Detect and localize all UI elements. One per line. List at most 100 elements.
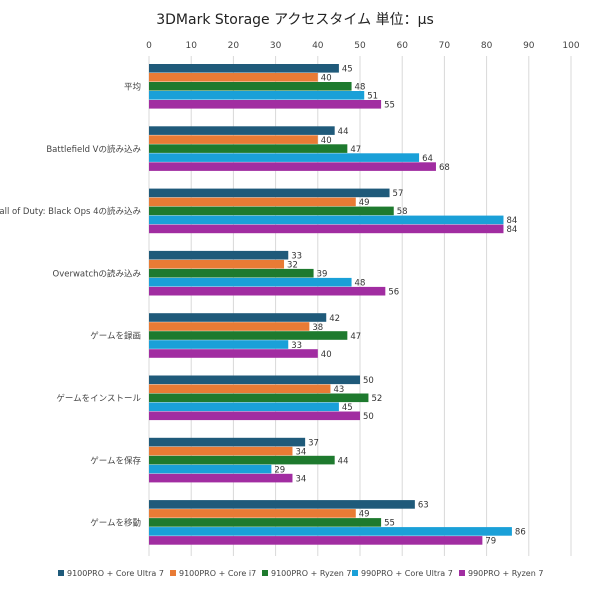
data-label: 68 [439, 163, 450, 173]
bar [149, 518, 382, 527]
legend-swatch [459, 570, 465, 576]
chart-title: 3DMark Storage アクセスタイム 単位：μs [156, 12, 434, 28]
bar [149, 536, 483, 545]
bar [149, 340, 289, 349]
data-label: 33 [291, 252, 302, 262]
category-labels: 平均 Battlefield Vの読み込み Call of Duty: Black … [0, 82, 141, 529]
bar [149, 464, 272, 474]
bar [149, 215, 504, 225]
bar [149, 250, 289, 260]
bar [149, 437, 306, 447]
x-tick-label: 70 [439, 41, 451, 51]
data-label: 40 [321, 350, 332, 360]
bar [149, 224, 504, 234]
data-label: 50 [363, 412, 374, 422]
x-tick-label: 100 [562, 41, 579, 51]
legend-swatch [262, 570, 268, 576]
bars: 4540485155444047646857495884843332394856… [149, 64, 526, 547]
bar [149, 473, 293, 483]
data-label: 50 [363, 376, 374, 386]
x-tick-label: 20 [228, 41, 240, 51]
data-label: 48 [355, 83, 366, 93]
bar [149, 331, 348, 340]
data-label: 37 [308, 438, 319, 448]
data-label: 34 [295, 447, 306, 457]
bar [149, 188, 390, 198]
category-label: 平均 [124, 82, 141, 93]
category-label: Call of Duty: Black Ops 4の読み込み [0, 206, 141, 217]
x-axis-ticks: 0 10 20 30 40 50 60 70 80 90 100 [146, 41, 580, 51]
bar [149, 91, 365, 100]
bar [149, 206, 394, 216]
legend-label: 9100PRO + Core i7 [179, 569, 256, 578]
x-tick-label: 30 [270, 41, 282, 51]
bar [149, 313, 327, 322]
bar [149, 509, 356, 518]
x-tick-label: 10 [185, 41, 197, 51]
data-label: 45 [342, 403, 353, 413]
data-label: 49 [359, 510, 370, 520]
legend-label: 9100PRO + Ryzen 7 [271, 569, 352, 578]
data-label: 79 [485, 537, 496, 547]
data-label: 57 [393, 189, 404, 199]
bar [149, 393, 369, 403]
bar [149, 268, 314, 278]
bar [149, 100, 382, 109]
legend-label: 990PRO + Ryzen 7 [468, 569, 543, 578]
category-label: ゲームを保存 [90, 455, 141, 466]
bar [149, 411, 360, 421]
data-label: 55 [384, 519, 395, 529]
data-label: 34 [295, 474, 306, 484]
legend: 9100PRO + Core Ultra 7 9100PRO + Core i7 9… [58, 569, 543, 578]
bar [149, 446, 293, 456]
legend-swatch [58, 570, 64, 576]
data-label: 86 [515, 528, 526, 538]
data-label: 45 [342, 65, 353, 75]
legend-label: 9100PRO + Core Ultra 7 [67, 569, 164, 578]
category-label: ゲームを移動 [90, 518, 141, 529]
legend-label: 990PRO + Core Ultra 7 [361, 569, 453, 578]
x-tick-label: 60 [396, 41, 408, 51]
data-label: 51 [367, 92, 378, 102]
bar [149, 277, 352, 287]
x-tick-label: 90 [523, 41, 535, 51]
data-label: 32 [287, 261, 298, 271]
bar [149, 64, 339, 73]
data-label: 58 [397, 207, 408, 217]
category-label: Battlefield Vの読み込み [46, 144, 141, 155]
data-label: 43 [333, 385, 344, 395]
bar [149, 455, 335, 465]
bar [149, 384, 331, 394]
data-label: 63 [418, 501, 429, 511]
bar [149, 402, 339, 412]
bar [149, 135, 318, 144]
data-label: 84 [506, 225, 517, 235]
data-label: 40 [321, 74, 332, 84]
data-label: 48 [355, 279, 366, 289]
data-label: 47 [350, 332, 361, 342]
data-label: 84 [506, 216, 517, 226]
bar [149, 375, 360, 385]
category-label: ゲームをインストール [56, 393, 141, 404]
data-label: 56 [388, 288, 399, 298]
bar [149, 73, 318, 82]
data-label: 42 [329, 314, 340, 324]
bar [149, 349, 318, 358]
bar [149, 500, 415, 509]
bar [149, 259, 285, 269]
category-label: Overwatchの読み込み [53, 268, 142, 279]
x-tick-label: 0 [146, 41, 152, 51]
bar [149, 126, 335, 135]
data-label: 40 [321, 136, 332, 146]
bar [149, 82, 352, 91]
bar [149, 286, 386, 296]
data-label: 47 [350, 145, 361, 155]
bar [149, 322, 310, 331]
data-label: 55 [384, 101, 395, 111]
bar [149, 527, 512, 536]
data-label: 39 [317, 270, 328, 280]
x-tick-label: 40 [312, 41, 324, 51]
bar [149, 153, 420, 162]
